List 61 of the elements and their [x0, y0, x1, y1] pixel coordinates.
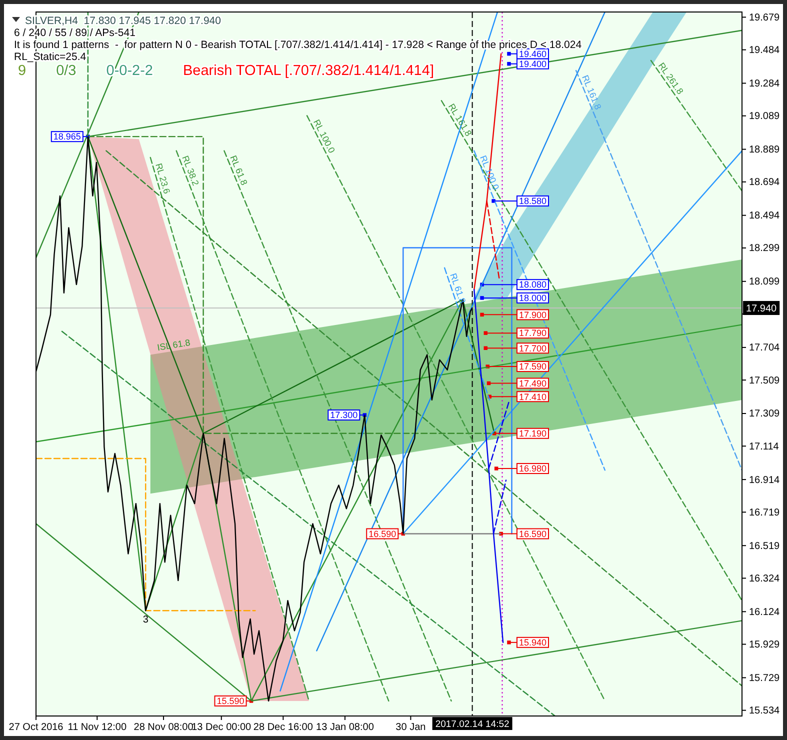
- x-tick-label: 13 Dec 00:00: [192, 722, 252, 734]
- x-tick-label: 30 Jan: [396, 722, 426, 734]
- y-tick-label: 19.089: [749, 111, 780, 122]
- annotation: 0/3: [56, 63, 76, 79]
- y-tick-label: 15.729: [749, 672, 780, 684]
- y-tick-label: 17.704: [749, 342, 780, 354]
- data-label: 17.300: [330, 410, 358, 420]
- data-label: 15.940: [518, 638, 546, 648]
- data-label: 16.980: [518, 464, 546, 474]
- data-label: 17.490: [518, 378, 546, 388]
- data-label: 18.580: [518, 196, 546, 206]
- data-label: 19.400: [518, 58, 546, 69]
- text: RL 161.8: [580, 74, 604, 111]
- y-tick-label: 18.099: [749, 276, 780, 288]
- x-tick-label: 28 Nov 08:00: [134, 722, 194, 734]
- y-tick-label: 18.299: [749, 243, 780, 254]
- ref-line-label: 2017.02.14 14:52: [435, 719, 510, 730]
- text: RL 23.6: [154, 162, 172, 195]
- text: 9: [18, 63, 26, 79]
- text: RL 38.2: [180, 154, 201, 188]
- y-tick-label: 15.534: [749, 706, 780, 717]
- data-label: 16.590: [518, 528, 546, 539]
- text: ISL 61.8: [156, 337, 191, 353]
- y-tick-label: 18.889: [749, 144, 780, 156]
- text: RL 61.8: [448, 272, 468, 305]
- data-label: 15.590: [216, 696, 244, 706]
- data-label: 19.460: [518, 48, 546, 59]
- y-tick-label: 18.694: [749, 177, 780, 188]
- y-tick-label: 19.284: [749, 78, 780, 90]
- y-tick-label: 17.509: [749, 375, 780, 386]
- ref-line-label: 17.940: [746, 303, 778, 314]
- y-tick-label: 16.719: [749, 507, 780, 518]
- y-tick-label: 16.519: [749, 540, 780, 552]
- y-tick-label: 16.914: [749, 474, 780, 486]
- data-label: 17.190: [518, 428, 546, 439]
- y-tick-label: 15.929: [749, 639, 780, 650]
- x-tick-label: 28 Dec 16:00: [253, 722, 314, 734]
- data-label: 16.590: [368, 528, 396, 539]
- y-tick-label: 17.309: [749, 408, 780, 420]
- y-tick-label: 18.494: [749, 210, 780, 222]
- text: RL 100.0: [478, 154, 502, 192]
- y-tick-label: 16.124: [749, 606, 780, 618]
- y-tick-label: 19.484: [749, 44, 780, 56]
- x-tick-label: 13 Jan 08:00: [316, 722, 374, 734]
- data-label: 17.790: [518, 328, 546, 338]
- y-tick-label: 17.114: [749, 441, 780, 452]
- x-tick-label: 11 Nov 12:00: [68, 722, 127, 734]
- x-tick-label: 27 Oct 2016: [8, 722, 64, 734]
- data-label: 17.900: [518, 310, 546, 320]
- text: RL 100.0: [312, 118, 337, 155]
- annotation: Bearish TOTAL [.707/.382/1.414/1.414]: [183, 63, 434, 79]
- y-tick-label: 16.324: [749, 573, 780, 584]
- data-label: 17.410: [518, 392, 546, 402]
- data-label: 17.700: [518, 343, 546, 354]
- annotation: 3: [142, 614, 149, 626]
- data-label: 18.000: [518, 293, 546, 304]
- data-label: 17.590: [518, 362, 546, 372]
- y-tick-label: 19.679: [749, 12, 780, 24]
- text: RL 61.8: [228, 154, 250, 187]
- data-label: 18.965: [53, 132, 81, 142]
- data-label: 18.080: [518, 280, 546, 290]
